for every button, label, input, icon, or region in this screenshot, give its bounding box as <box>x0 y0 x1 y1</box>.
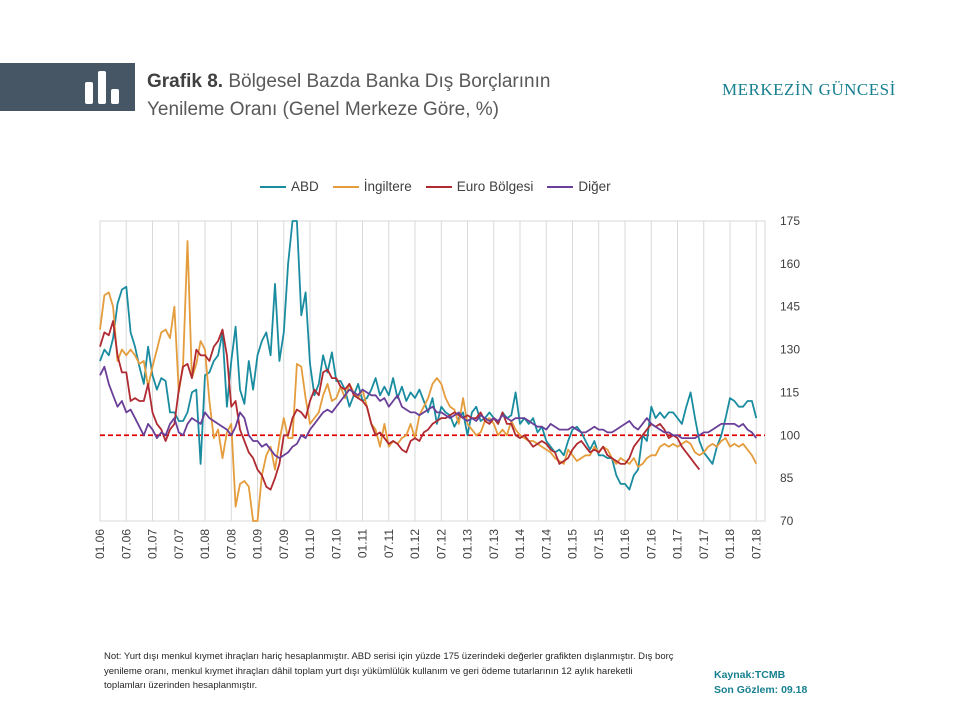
y-tick-label: 145 <box>780 300 800 314</box>
legend-label-ingiltere: İngiltere <box>363 179 412 194</box>
legend-label-diger: Diğer <box>578 179 611 194</box>
x-tick-label: 07.13 <box>487 529 501 559</box>
series-line-abd <box>99 220 758 491</box>
title-text-line2: Yenileme Oranı (Genel Merkeze Göre, %) <box>147 99 500 120</box>
chart-grid <box>99 220 766 522</box>
legend-item-diger: Diğer <box>547 179 611 194</box>
x-tick-label: 07.17 <box>697 529 711 559</box>
x-tick-label: 07.11 <box>382 529 396 558</box>
x-tick-label: 01.18 <box>723 529 737 559</box>
legend-swatch-diger <box>547 185 574 188</box>
x-tick-label: 07.14 <box>539 529 553 559</box>
legend-swatch-abd <box>260 185 286 188</box>
x-tick-label: 01.14 <box>513 529 527 559</box>
x-tick-label: 01.17 <box>671 529 685 559</box>
x-tick-label: 01.06 <box>93 529 107 559</box>
series-line-ingiltere <box>99 240 758 522</box>
last-observation-text: Son Gözlem: 09.18 <box>714 684 808 696</box>
chart-series-lines <box>99 220 758 522</box>
x-tick-label: 01.07 <box>146 529 160 559</box>
x-tick-label: 01.09 <box>251 529 265 559</box>
x-tick-label: 01.15 <box>566 529 580 559</box>
y-tick-label: 175 <box>780 214 800 228</box>
x-tick-label: 07.16 <box>644 529 658 559</box>
bar-chart-icon <box>85 71 119 104</box>
legend-item-abd: ABD <box>260 179 319 194</box>
x-tick-label: 01.08 <box>198 529 212 559</box>
legend-item-euro: Euro Bölgesi <box>425 179 534 194</box>
source-block: Kaynak:TCMB Son Gözlem: 09.18 <box>714 668 807 698</box>
x-tick-label: 07.06 <box>119 529 133 559</box>
x-tick-label: 07.18 <box>749 529 763 559</box>
legend-swatch-ingiltere <box>332 185 359 188</box>
x-tick-label: 07.09 <box>277 529 291 559</box>
chart-legend: ABD İngiltere Euro Bölgesi Diğer <box>260 179 611 194</box>
source-text: Kaynak:TCMB <box>714 669 786 681</box>
x-tick-label: 07.10 <box>329 529 343 559</box>
y-tick-label: 100 <box>780 428 800 442</box>
y-tick-label: 130 <box>780 343 800 357</box>
legend-label-euro: Euro Bölgesi <box>456 179 534 194</box>
series-line-diger <box>99 365 758 460</box>
x-tick-label: 01.10 <box>303 529 317 559</box>
x-tick-label: 01.16 <box>618 529 632 559</box>
title-label: Grafik 8. <box>147 71 224 92</box>
plot-frame <box>99 220 766 522</box>
title-text-line1: Bölgesel Bazda Banka Dış Borçlarının <box>223 71 551 92</box>
y-tick-label: 160 <box>780 257 800 271</box>
x-tick-label: 07.07 <box>172 529 186 559</box>
x-tick-label: 01.11 <box>356 529 370 558</box>
footnote: Not: Yurt dışı menkul kıymet ihraçları h… <box>104 651 674 691</box>
x-axis: 01.06 07.06 01.07 07.07 01.08 07.08 01.09 07.09… <box>93 529 763 559</box>
header-icon-bar <box>0 63 135 111</box>
x-tick-label: 07.12 <box>434 529 448 559</box>
y-tick-label: 70 <box>780 514 794 528</box>
x-tick-label: 07.08 <box>224 529 238 559</box>
series-line-euro <box>99 320 701 491</box>
legend-swatch-euro <box>425 185 452 188</box>
y-axis: 70 85 100 115 130 145 160 175 <box>780 214 800 528</box>
brand-logo-text: MERKEZİN GÜNCESİ <box>722 80 896 99</box>
x-tick-label: 01.12 <box>408 529 422 559</box>
chart-title: Grafik 8. Bölgesel Bazda Banka Dış Borçl… <box>147 68 667 124</box>
legend-item-ingiltere: İngiltere <box>332 179 412 194</box>
legend-label-abd: ABD <box>291 179 319 194</box>
y-tick-label: 115 <box>780 385 799 399</box>
y-tick-label: 85 <box>780 471 794 485</box>
x-tick-label: 01.13 <box>461 529 475 559</box>
x-tick-label: 07.15 <box>592 529 606 559</box>
